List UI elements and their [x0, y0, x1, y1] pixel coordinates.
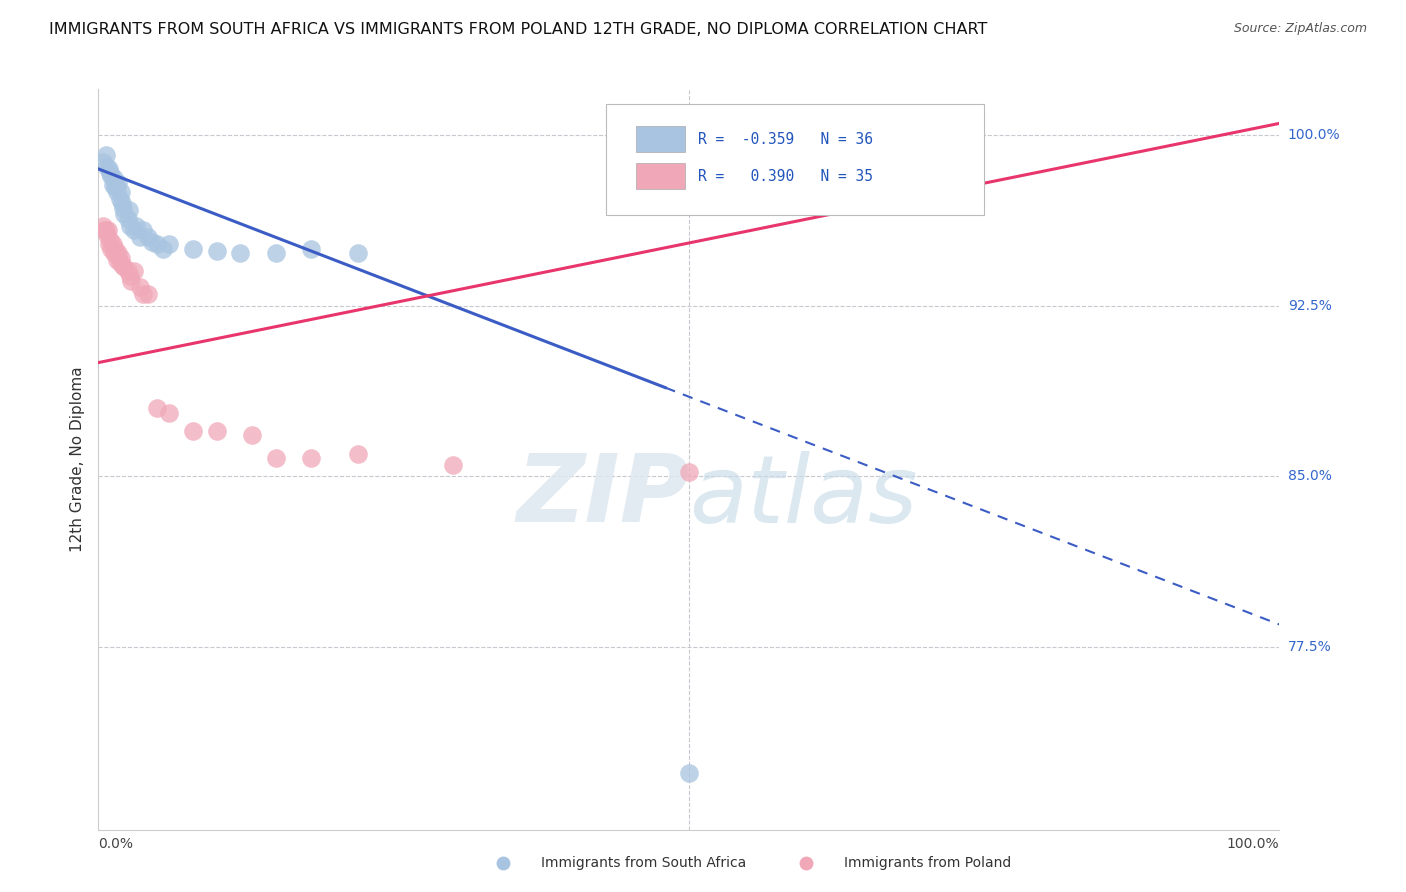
- Point: [104, 242, 127, 256]
- Point: [146, 237, 169, 252]
- Point: [132, 223, 155, 237]
- Text: 92.5%: 92.5%: [1288, 299, 1331, 312]
- Point: [101, 178, 124, 192]
- Point: [110, 185, 132, 199]
- Text: Source: ZipAtlas.com: Source: ZipAtlas.com: [1233, 22, 1367, 36]
- Point: [105, 185, 128, 199]
- Point: [117, 264, 139, 278]
- Text: R =  -0.359   N = 36: R = -0.359 N = 36: [699, 132, 873, 147]
- Point: [441, 458, 464, 472]
- Point: [98, 237, 121, 252]
- Point: [132, 287, 155, 301]
- Point: [98, 161, 121, 176]
- Point: [678, 465, 700, 479]
- Text: 85.0%: 85.0%: [1288, 469, 1331, 483]
- Point: [121, 274, 143, 288]
- Point: [111, 196, 134, 211]
- Point: [264, 451, 287, 466]
- Point: [299, 451, 322, 466]
- Text: R =   0.390   N = 35: R = 0.390 N = 35: [699, 169, 873, 184]
- Point: [136, 287, 159, 301]
- Point: [122, 223, 145, 237]
- Point: [104, 180, 127, 194]
- Point: [347, 447, 370, 461]
- Point: [181, 242, 204, 256]
- Text: 77.5%: 77.5%: [1288, 640, 1331, 655]
- Point: [96, 227, 118, 242]
- Point: [118, 202, 141, 217]
- Text: 0.0%: 0.0%: [98, 837, 134, 850]
- Point: [103, 171, 125, 186]
- Point: [128, 280, 150, 294]
- Point: [120, 219, 142, 233]
- Point: [125, 219, 148, 233]
- Point: [107, 176, 129, 190]
- Point: [122, 264, 145, 278]
- Point: [108, 255, 131, 269]
- Point: [105, 178, 128, 192]
- Point: [94, 223, 117, 237]
- Point: [100, 242, 122, 256]
- Point: [98, 233, 121, 247]
- Point: [91, 219, 114, 233]
- Point: [146, 401, 169, 416]
- Text: atlas: atlas: [689, 450, 917, 542]
- FancyBboxPatch shape: [606, 104, 984, 215]
- Point: [120, 268, 142, 283]
- Point: [152, 242, 174, 256]
- Point: [112, 201, 135, 215]
- Point: [205, 424, 228, 438]
- Point: [264, 246, 287, 260]
- Point: [117, 212, 139, 227]
- Text: 100.0%: 100.0%: [1288, 128, 1340, 142]
- Point: [136, 230, 159, 244]
- Point: [157, 237, 180, 252]
- Point: [141, 235, 163, 249]
- Point: [205, 244, 228, 258]
- FancyBboxPatch shape: [636, 163, 685, 189]
- Y-axis label: 12th Grade, No Diploma: 12th Grade, No Diploma: [69, 367, 84, 552]
- Point: [100, 169, 122, 183]
- Point: [108, 192, 131, 206]
- Text: Immigrants from South Africa: Immigrants from South Africa: [541, 856, 747, 871]
- Point: [157, 406, 180, 420]
- Point: [105, 253, 128, 268]
- Text: Immigrants from Poland: Immigrants from Poland: [844, 856, 1011, 871]
- Point: [111, 258, 134, 272]
- Text: 100.0%: 100.0%: [1227, 837, 1279, 850]
- Point: [112, 260, 135, 274]
- Point: [229, 246, 252, 260]
- Point: [299, 242, 322, 256]
- Point: [103, 246, 125, 260]
- Point: [91, 155, 114, 169]
- Point: [97, 223, 120, 237]
- Point: [94, 148, 117, 162]
- Text: IMMIGRANTS FROM SOUTH AFRICA VS IMMIGRANTS FROM POLAND 12TH GRADE, NO DIPLOMA CO: IMMIGRANTS FROM SOUTH AFRICA VS IMMIGRAN…: [49, 22, 987, 37]
- Point: [96, 160, 118, 174]
- Point: [107, 246, 129, 260]
- Point: [105, 246, 128, 260]
- Point: [240, 428, 263, 442]
- Point: [181, 424, 204, 438]
- Point: [101, 237, 124, 252]
- Point: [128, 230, 150, 244]
- Point: [98, 166, 121, 180]
- Point: [112, 207, 135, 221]
- Point: [110, 251, 132, 265]
- Text: ZIP: ZIP: [516, 450, 689, 542]
- FancyBboxPatch shape: [636, 126, 685, 153]
- Point: [347, 246, 370, 260]
- Point: [93, 223, 115, 237]
- Point: [678, 765, 700, 780]
